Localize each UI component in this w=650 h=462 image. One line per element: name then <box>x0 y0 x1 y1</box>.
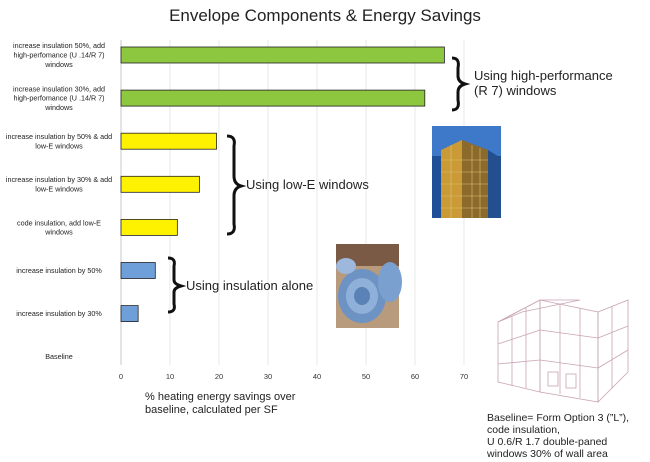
x-tick-label-70: 70 <box>460 372 468 381</box>
bar-6 <box>120 305 139 323</box>
glass-building-photo <box>432 126 501 218</box>
building-sketch <box>497 299 629 403</box>
insulation-photo <box>336 244 402 328</box>
bar-2 <box>120 132 217 150</box>
category-label-1: increase insulation 30%, add high-perfoma… <box>13 84 105 112</box>
category-label-0: increase insulation 50%, add high-perfoma… <box>13 41 105 69</box>
group-label-insulation: Using insulation alone <box>186 278 313 293</box>
x-tick-label-60: 60 <box>411 372 419 381</box>
category-label-6: increase insulation by 30% <box>16 309 102 318</box>
group-label-high-performance-line2: (R 7) windows <box>474 83 557 98</box>
brace-insulation <box>167 256 187 314</box>
x-tick-label-30: 30 <box>264 372 272 381</box>
x-tick-label-50: 50 <box>362 372 370 381</box>
group-label-high-performance: Using high-performance <box>474 68 613 83</box>
brace-low-e <box>226 134 247 236</box>
chart-title: Envelope Components & Energy Savings <box>169 6 481 25</box>
bar-4 <box>120 218 178 236</box>
x-tick-label-40: 40 <box>313 372 321 381</box>
bar-3 <box>120 175 200 193</box>
category-label-2: increase insulation by 50% & add low-E wi… <box>6 132 112 150</box>
bar-1 <box>120 89 426 107</box>
bar-0 <box>120 46 445 64</box>
x-tick-label-0: 0 <box>119 372 123 381</box>
brace-high-performance <box>451 56 471 112</box>
baseline-note-line3: U 0.6/R 1.7 double-paned <box>487 436 607 448</box>
x-tick-label-20: 20 <box>215 372 223 381</box>
bars <box>120 46 445 323</box>
gridlines <box>169 40 465 365</box>
category-label-7: Baseline <box>45 352 73 361</box>
category-label-3: increase insulation by 30% & add low-E wi… <box>6 175 112 193</box>
x-tick-label-10: 10 <box>166 372 174 381</box>
baseline-note-line2: code insulation, <box>487 424 560 436</box>
bar-5 <box>120 262 156 279</box>
x-axis-title: % heating energy savings over <box>145 391 296 403</box>
category-label-5: increase insulation by 50% <box>16 266 102 275</box>
group-label-low-e: Using low-E windows <box>246 177 369 192</box>
baseline-note-line4: windows 30% of wall area <box>486 448 608 460</box>
category-labels: increase insulation 50%, add high-perfoma… <box>6 41 112 361</box>
category-label-4: code insulation, add low-E windows <box>17 218 101 236</box>
baseline-note-line1: Baseline= Form Option 3 (”L”), <box>487 412 629 424</box>
x-axis-title-line2: baseline, calculated per SF <box>145 404 278 416</box>
